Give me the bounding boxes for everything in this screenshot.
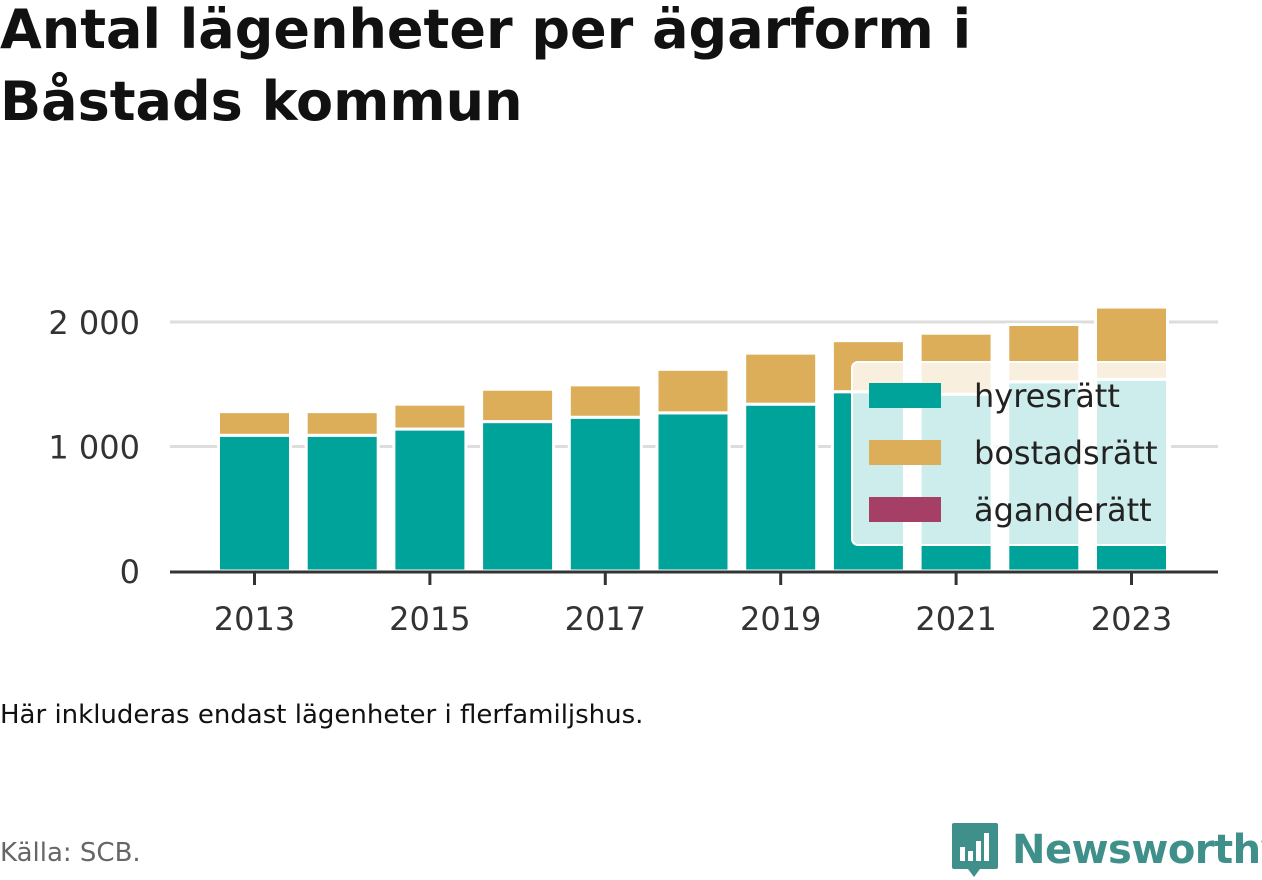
legend-label: bostadsrätt — [974, 434, 1158, 472]
x-tick-label: 2019 — [740, 600, 821, 638]
legend-swatch — [869, 497, 941, 522]
bar-2013-1 — [217, 410, 292, 437]
newsworthy-logo-icon — [952, 823, 998, 877]
legend-label: hyresrätt — [974, 377, 1120, 415]
y-tick-label: 2 000 — [48, 304, 140, 342]
legend: hyresrätt bostadsrätt äganderätt — [851, 361, 1171, 546]
legend-swatch — [869, 383, 941, 408]
y-axis-ticks: 0 1 000 2 000 — [48, 304, 140, 591]
bar-2016-0 — [480, 420, 556, 573]
bar-2018-0 — [655, 411, 731, 573]
y-tick-label: 1 000 — [48, 429, 140, 467]
legend-label: äganderätt — [974, 491, 1152, 529]
chart-title: Antal lägenheter per ägarform i Båstads … — [0, 0, 972, 133]
bar-2015-0 — [392, 427, 468, 573]
bar-2016-1 — [480, 387, 556, 424]
bar-2018-1 — [655, 367, 731, 415]
source-text: Källa: SCB. — [0, 838, 141, 868]
brand-name: Newsworthy — [1012, 827, 1262, 873]
y-tick-label: 0 — [120, 553, 140, 591]
bar-2014-0 — [304, 433, 380, 573]
x-axis-ticks: 2013 2015 2017 2019 2021 2023 — [214, 573, 1172, 638]
bar-2019-0 — [743, 402, 819, 573]
bar-2017-0 — [567, 415, 643, 573]
bar-2014-1 — [304, 410, 380, 437]
x-tick-label: 2017 — [565, 600, 646, 638]
bar-2015-1 — [392, 402, 468, 431]
legend-swatch — [869, 440, 941, 465]
x-tick-label: 2015 — [389, 600, 470, 638]
x-tick-label: 2021 — [915, 600, 996, 638]
chart-note: Här inkluderas endast lägenheter i flerf… — [0, 700, 644, 730]
x-tick-label: 2023 — [1091, 600, 1172, 638]
bar-2017-1 — [567, 383, 643, 419]
x-tick-label: 2013 — [214, 600, 295, 638]
bar-2013-0 — [217, 433, 292, 573]
newsworthy-logo: Newsworthy — [950, 820, 1262, 880]
bar-2019-1 — [743, 351, 819, 406]
